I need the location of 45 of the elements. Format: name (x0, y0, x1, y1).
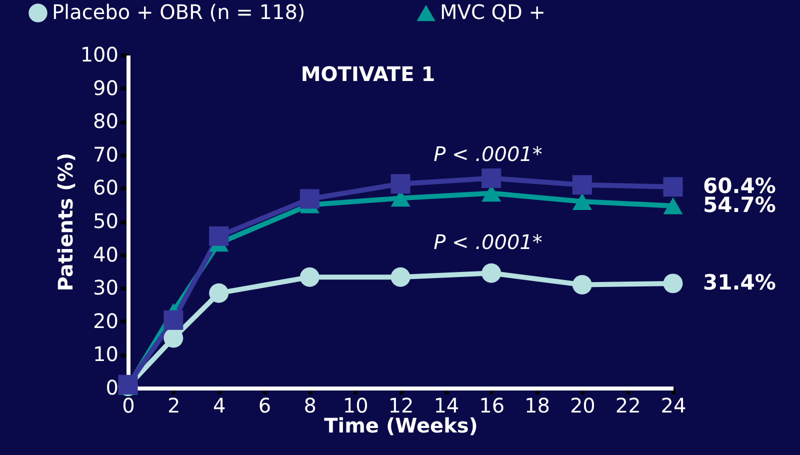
y-tick-label: 30 (93, 276, 118, 300)
point (164, 328, 184, 348)
data-label: 54.7% (703, 192, 776, 217)
point (164, 310, 184, 330)
point (482, 168, 502, 188)
data-label: 31.4% (703, 270, 776, 294)
chart-title: MOTIVATE 1 (300, 62, 436, 86)
y-tick-label: 20 (93, 308, 118, 333)
y-tick-label: 100 (80, 42, 118, 66)
annotation: P < .0001* (434, 230, 542, 254)
point (209, 283, 229, 303)
point (663, 197, 683, 214)
x-tick-label: 18 (524, 394, 550, 418)
point (300, 267, 320, 287)
point (572, 175, 592, 195)
y-tick-label: 60 (93, 176, 118, 200)
y-tick-label: 70 (93, 142, 118, 166)
point (390, 174, 410, 194)
x-tick-label: 0 (122, 394, 135, 418)
point (209, 226, 229, 246)
x-tick-label: 16 (479, 394, 505, 418)
point (482, 263, 502, 283)
point (663, 177, 683, 197)
x-tick-label: 20 (570, 394, 596, 418)
x-tick-label: 6 (258, 394, 272, 418)
y-tick-label: 10 (93, 342, 118, 366)
legend-label: MVC QD + (440, 0, 546, 24)
point (572, 275, 592, 294)
x-tick-label: 22 (615, 394, 641, 418)
y-tick-label: 0 (106, 376, 118, 400)
point (300, 189, 320, 209)
y-tick-label: 90 (93, 76, 118, 100)
x-tick-label: 8 (304, 394, 317, 418)
annotation: P < .0001* (434, 142, 542, 166)
point (572, 193, 592, 210)
y-axis-title: Patients (%) (53, 152, 78, 292)
y-tick-label: 50 (93, 209, 118, 233)
legend-label: Placebo + OBR (n = 118) (52, 0, 306, 24)
y-tick-label: 80 (93, 109, 118, 134)
y-tick-label: 40 (93, 242, 118, 266)
x-tick-label: 24 (660, 394, 686, 418)
point (390, 267, 410, 287)
x-tick-label: 2 (168, 394, 180, 418)
point (663, 274, 683, 294)
x-tick-label: 4 (212, 394, 226, 418)
